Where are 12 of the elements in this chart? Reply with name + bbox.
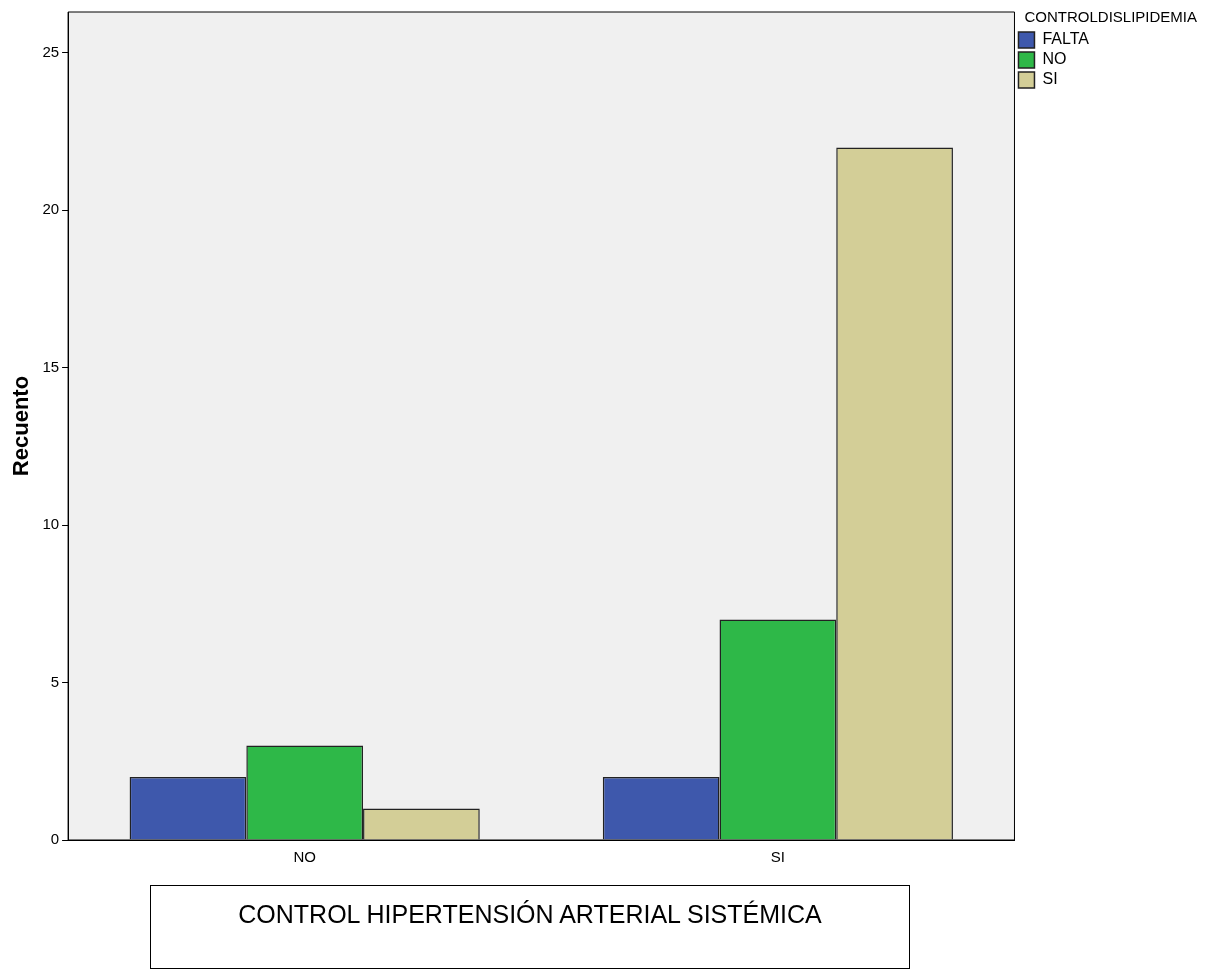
y-tick-label: 10 (42, 515, 60, 533)
legend-label: FALTA (1042, 30, 1090, 48)
y-tick-label: 15 (42, 357, 60, 375)
y-tick-label: 25 (42, 43, 60, 61)
y-tick-label: 0 (50, 830, 60, 848)
y-tick-label: 20 (42, 200, 60, 218)
legend-title: CONTROLDISLIPIDEMIA (1024, 7, 1197, 25)
y-axis-title: Recuento (8, 375, 34, 477)
y-tick-label: 5 (50, 672, 60, 690)
x-axis-title: CONTROL HIPERTENSIÓN ARTERIAL SISTÉMICA (150, 885, 910, 969)
legend-label: SI (1042, 70, 1058, 88)
legend-label: NO (1042, 50, 1067, 68)
